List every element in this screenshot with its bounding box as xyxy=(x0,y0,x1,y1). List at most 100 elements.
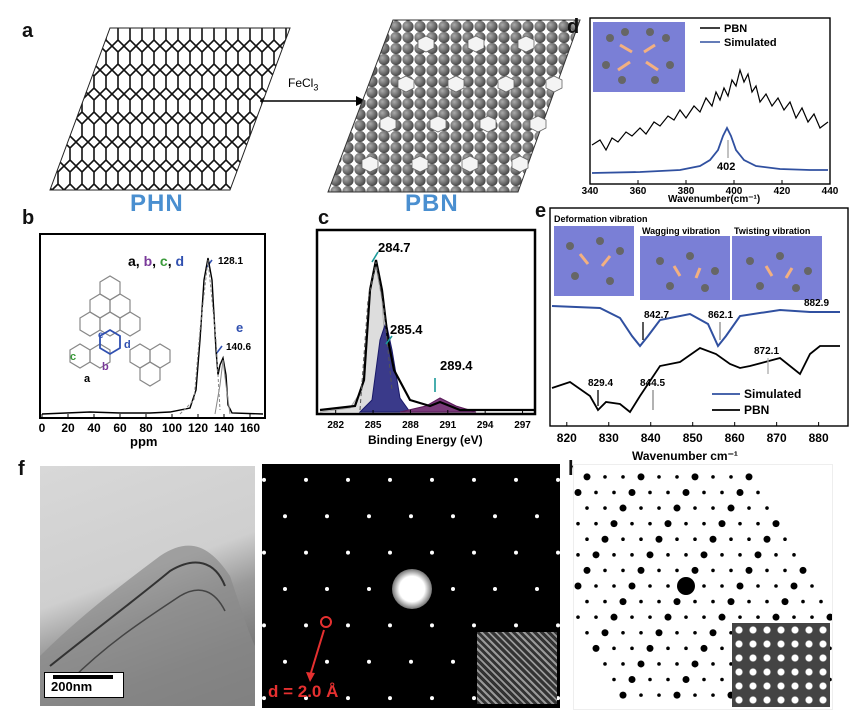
diffraction-spot xyxy=(612,490,616,495)
diffraction-spot xyxy=(304,623,308,628)
tem-image: 200nm xyxy=(40,466,255,706)
diffraction-spot xyxy=(603,662,607,666)
diffraction-spot xyxy=(621,537,625,542)
diffraction-spot xyxy=(684,521,688,526)
diffraction-spot xyxy=(472,696,476,701)
diffraction-spot xyxy=(514,477,518,482)
diffraction-spot xyxy=(603,475,607,479)
diffraction-spot xyxy=(718,613,726,621)
x-tick-label: 160 xyxy=(240,421,260,435)
assign-d: d xyxy=(176,253,185,269)
diffraction-spot xyxy=(304,550,308,555)
phn-label: PHN xyxy=(130,190,184,217)
diffraction-spot xyxy=(702,521,706,526)
diffraction-spot xyxy=(772,520,780,528)
diffraction-spot xyxy=(675,662,679,666)
struct-label-c: c xyxy=(70,351,76,363)
chart-c-xlabel: Binding Energy (eV) xyxy=(368,433,483,447)
diffraction-spot xyxy=(262,696,266,701)
legend-simulated-text: Simulated xyxy=(724,37,777,49)
diffraction-spot xyxy=(738,553,742,557)
diffraction-spot xyxy=(684,646,688,651)
diffraction-spot xyxy=(792,553,796,557)
series-simulated-line xyxy=(551,305,840,348)
diffraction-spot xyxy=(639,630,643,635)
diffraction-spot xyxy=(646,551,654,559)
diffraction-spot xyxy=(772,613,780,621)
diffraction-spot xyxy=(637,473,645,481)
diffraction-spot xyxy=(646,644,654,652)
diffraction-spot xyxy=(639,693,643,697)
inset-lattice-g xyxy=(477,632,557,704)
legend-pbn-text: PBN xyxy=(724,23,747,35)
x-tick-label: 285 xyxy=(365,420,382,431)
diffraction-spot xyxy=(666,677,670,682)
diffraction-spot xyxy=(556,477,560,482)
panel-a-label: a xyxy=(22,20,34,42)
peak-128-label: 128.1 xyxy=(218,256,243,267)
diffraction-spot xyxy=(346,477,350,482)
assign-label: a, b, c, d xyxy=(128,253,184,269)
diffraction-spot xyxy=(514,623,518,628)
x-tick-label: 840 xyxy=(641,431,661,445)
diffraction-spot xyxy=(639,506,643,510)
exp-peak-829: 829.4 xyxy=(588,378,613,389)
diffraction-spot xyxy=(720,584,724,588)
diffraction-spot xyxy=(738,521,742,526)
diffraction-spot xyxy=(630,521,634,526)
diffraction-spot xyxy=(388,477,392,482)
diffraction-spot xyxy=(666,646,670,651)
panel-d-label: d xyxy=(567,16,580,38)
diffraction-spot xyxy=(702,615,706,619)
diffraction-spot xyxy=(430,623,434,628)
reagent-subscript: 3 xyxy=(313,82,319,93)
diffraction-spot xyxy=(691,473,699,481)
peak-284-label: 284.7 xyxy=(378,240,411,255)
diffraction-spot xyxy=(693,693,697,697)
diffraction-spot xyxy=(304,477,308,482)
diffraction-spot xyxy=(754,551,762,559)
diffraction-spot xyxy=(675,630,679,635)
diffraction-spot xyxy=(388,696,392,701)
series-pbn-line xyxy=(551,345,840,414)
diffraction-spot xyxy=(747,506,751,510)
assign-a: a xyxy=(128,253,136,269)
x-tick-label: 850 xyxy=(683,431,703,445)
diffraction-spot xyxy=(628,488,636,496)
diffraction-spot xyxy=(792,615,796,619)
diffraction-spot xyxy=(603,568,607,573)
diffraction-spot xyxy=(367,514,371,519)
diffraction-spot xyxy=(675,475,679,479)
diffraction-spot xyxy=(576,615,580,619)
diffraction-spot xyxy=(819,599,823,604)
diffraction-spot xyxy=(765,599,769,604)
diffraction-spot xyxy=(576,521,580,526)
x-tick-label: 420 xyxy=(774,186,791,197)
exp-peak-844: 844.5 xyxy=(640,378,665,389)
peak-140-label: 140.6 xyxy=(226,342,251,353)
diffraction-spot xyxy=(430,550,434,555)
diffraction-spot xyxy=(610,613,618,621)
diffraction-spot xyxy=(594,584,598,588)
diffraction-spot xyxy=(691,566,699,574)
x-tick-label: 880 xyxy=(809,431,829,445)
inset-lattice-h xyxy=(732,623,830,707)
diffraction-spot xyxy=(556,696,560,701)
diffraction-spot xyxy=(790,582,798,590)
diffraction-spot xyxy=(283,514,287,519)
diffraction-spot xyxy=(756,584,760,588)
struct-label-e: e xyxy=(98,330,104,341)
diffraction-spot xyxy=(693,599,697,604)
legend-e-pbn: PBN xyxy=(744,403,769,417)
diffraction-spot xyxy=(621,568,625,573)
x-tick-label: 80 xyxy=(139,421,153,435)
diffraction-spot xyxy=(657,662,661,666)
peak-285-label: 285.4 xyxy=(390,322,423,337)
diffraction-spot xyxy=(747,537,751,542)
diffraction-spot xyxy=(346,550,350,555)
diffraction-spot xyxy=(720,677,724,682)
diffraction-spot xyxy=(430,696,434,701)
vib-wagging-label: Wagging vibration xyxy=(642,226,720,236)
diffraction-spot xyxy=(799,566,807,574)
diffraction-spot xyxy=(628,582,636,590)
